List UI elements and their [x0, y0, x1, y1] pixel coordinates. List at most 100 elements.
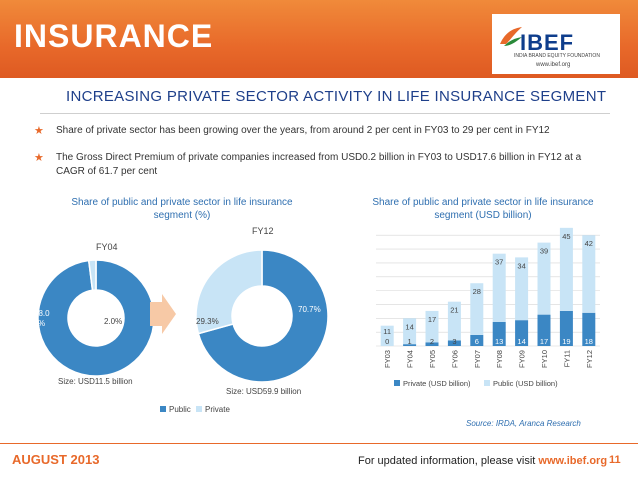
bar-label-public: 14 — [405, 322, 413, 331]
bar-label-private: 0 — [385, 337, 389, 346]
legend-swatch-public-usd — [484, 380, 490, 386]
source-note: Source: IRDA, Aranca Research — [466, 419, 581, 428]
pie-label-fy04: FY04 — [96, 242, 118, 252]
bar-public — [447, 301, 461, 341]
bar-tick-labels: FY03 FY04 FY05 FY06 FY07 FY08 FY09 FY10 FY11 FY12 — [383, 350, 594, 368]
bar-tick-label: FY12 — [585, 350, 594, 368]
footer-info: For updated information, please visit ww… — [358, 455, 607, 467]
page-number: 11 — [609, 454, 621, 466]
bar-private — [559, 310, 573, 346]
bar-public — [380, 325, 394, 346]
bar-label-public: 17 — [428, 315, 436, 324]
bar-label-private: 13 — [495, 337, 503, 346]
bar-label-public: 39 — [540, 247, 548, 256]
pie-label-fy12: FY12 — [252, 226, 274, 236]
bar-label-private: 19 — [562, 337, 570, 346]
source-label: Source: — [466, 419, 494, 428]
bar-label-private: 1 — [408, 337, 412, 346]
page-title: INSURANCE — [14, 18, 214, 54]
bar-private — [470, 334, 484, 346]
bar-public — [425, 310, 439, 343]
bar-label-public: 42 — [585, 239, 593, 248]
logo-name: IBEF — [520, 30, 575, 55]
legend-swatch-private — [196, 406, 202, 412]
slice-label-public-fy04-unit: % — [38, 319, 45, 328]
bar-public — [403, 318, 417, 345]
pie-fy04 — [37, 259, 155, 377]
bar-label-public: 37 — [495, 258, 503, 267]
slice-label-private-fy04: 2.0% — [104, 317, 122, 326]
bar-public — [582, 235, 596, 313]
bar-tick-label: FY11 — [562, 350, 571, 367]
star-bullet-icon: ★ — [34, 152, 44, 164]
slice-label-public-fy04: 98.0 — [34, 309, 50, 318]
bullet-text: The Gross Direct Premium of private comp… — [56, 152, 582, 177]
legend-swatch-public — [160, 406, 166, 412]
pie-charts: FY04 FY12 98.0 % 2.0% 70.7% 29.3% Size: … — [34, 226, 329, 414]
bar-label-private: 2 — [430, 337, 434, 346]
footer-url-link[interactable]: www.ibef.org — [538, 455, 608, 467]
slide-subtitle: INCREASING PRIVATE SECTOR ACTIVITY IN LI… — [66, 88, 607, 105]
bar-marks — [380, 227, 596, 346]
bar-tick-label: FY04 — [406, 350, 415, 368]
bullet-item: ★ Share of private sector has been growi… — [34, 124, 598, 138]
bird-logo-icon — [500, 27, 522, 46]
arrow-icon — [150, 294, 176, 334]
bar-label-private: 14 — [517, 337, 525, 346]
bar-private — [425, 342, 439, 346]
pie-slice-private — [87, 259, 97, 292]
footer-divider — [0, 443, 638, 444]
pie-fy12 — [195, 249, 329, 383]
logo-url: www.ibef.org — [536, 62, 571, 68]
legend-private: Private — [205, 405, 230, 414]
bar-private — [403, 344, 417, 346]
footer-date: AUGUST 2013 — [12, 452, 100, 467]
legend-swatch-private-usd — [394, 380, 400, 386]
bar-label-public: 11 — [383, 327, 391, 336]
legend-private-usd: Private (USD billion) — [403, 379, 471, 388]
source-text: IRDA, Aranca Research — [495, 419, 581, 428]
bar-private — [537, 314, 551, 346]
bar-tick-label: FY10 — [540, 350, 549, 368]
bar-public — [537, 242, 551, 315]
bar-public — [559, 227, 573, 311]
size-label-fy04: Size: USD11.5 billion — [58, 377, 133, 386]
bar-tick-label: FY07 — [473, 350, 482, 368]
bar-label-private: 6 — [475, 337, 479, 346]
pie-slice-public — [197, 249, 329, 383]
bar-label-public: 34 — [517, 261, 525, 270]
bar-label-private: 18 — [585, 337, 593, 346]
bar-tick-label: FY08 — [495, 350, 504, 368]
footer-info-text: For updated information, please visit — [358, 455, 536, 467]
bullet-text: Share of private sector has been growing… — [56, 125, 550, 136]
divider — [40, 113, 610, 114]
bar-label-private: 3 — [452, 337, 456, 346]
bar-private — [515, 320, 529, 346]
bar-private — [492, 322, 506, 346]
bar-label-public: 21 — [450, 306, 458, 315]
bar-private — [582, 312, 596, 346]
bar-label-public: 28 — [473, 287, 481, 296]
bar-tick-label: FY05 — [428, 350, 437, 368]
bar-public — [492, 253, 506, 322]
logo-tagline: INDIA BRAND EQUITY FOUNDATION — [514, 53, 600, 59]
slice-label-private-fy12: 29.3% — [196, 317, 219, 326]
legend-public: Public — [169, 405, 191, 414]
bar-label-private: 17 — [540, 337, 548, 346]
slice-label-public-fy12: 70.7% — [298, 305, 321, 314]
bullet-item: ★ The Gross Direct Premium of private co… — [34, 151, 598, 179]
star-bullet-icon: ★ — [34, 125, 44, 137]
bar-chart-title: Share of public and private sector in li… — [372, 197, 594, 221]
bar-public — [470, 283, 484, 335]
bar-public — [515, 257, 529, 321]
pie-slice-public — [37, 259, 155, 377]
ibef-logo: IBEF INDIA BRAND EQUITY FOUNDATION www.i… — [492, 14, 620, 74]
bar-tick-label: FY06 — [450, 350, 459, 368]
bar-tick-label: FY03 — [383, 350, 392, 368]
pie-slice-private — [195, 249, 263, 335]
size-label-fy12: Size: USD59.9 billion — [226, 387, 301, 396]
bar-label-public: 45 — [562, 232, 570, 241]
pie-chart-title: Share of public and private sector in li… — [71, 197, 293, 221]
